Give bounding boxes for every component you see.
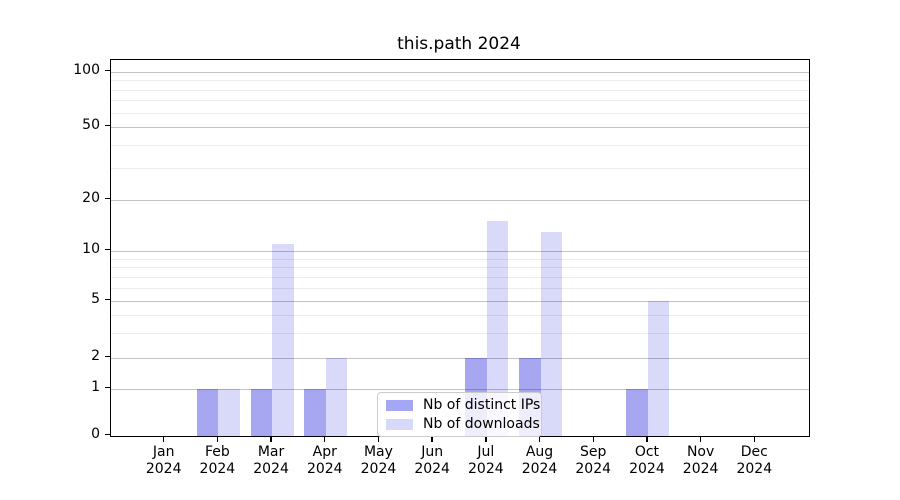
y-tick-mark: [105, 125, 110, 127]
x-tick-mark: [431, 437, 433, 442]
chart-title: this.path 2024: [397, 34, 521, 54]
y-tick-mark: [105, 299, 110, 301]
x-tick-mark: [646, 437, 648, 442]
bar-distinct-ips-oct: [626, 389, 648, 436]
y-axis-tick-label: 50: [82, 117, 100, 133]
y-tick-mark: [105, 70, 110, 72]
x-axis-month-label: May 2024: [360, 444, 397, 477]
minor-gridline: [111, 276, 809, 278]
plot-area: [110, 59, 810, 437]
x-tick-mark: [377, 437, 380, 442]
bar-distinct-ips-apr: [304, 389, 326, 436]
major-gridline: [111, 301, 809, 302]
minor-gridline: [111, 287, 809, 289]
x-tick-mark: [216, 437, 219, 442]
legend-label-distinct-ips: Nb of distinct IPs: [423, 397, 541, 413]
bar-downloads-feb: [218, 389, 240, 436]
y-axis-tick-label: 5: [91, 291, 100, 307]
x-tick-mark: [324, 437, 326, 442]
major-gridline: [111, 72, 809, 73]
x-axis-month-label: Feb 2024: [199, 444, 236, 477]
x-axis-month-label: Nov 2024: [682, 444, 719, 477]
minor-gridline: [111, 167, 809, 169]
x-axis-month-label: Sep 2024: [575, 444, 612, 477]
x-axis-month-label: Jun 2024: [414, 444, 450, 477]
bar-downloads-mar: [272, 243, 294, 436]
minor-gridline: [111, 100, 809, 102]
y-tick-mark: [105, 387, 110, 389]
bar-distinct-ips-feb: [196, 389, 219, 436]
major-gridline: [111, 127, 809, 128]
y-axis-tick-label: 20: [82, 190, 100, 206]
minor-gridline: [111, 332, 809, 334]
y-axis-tick-label: 1: [91, 379, 100, 395]
legend: Nb of distinct IPs Nb of downloads: [377, 392, 542, 437]
y-axis-tick-label: 0: [91, 426, 100, 442]
x-tick-mark: [485, 437, 487, 442]
y-axis-tick-label: 10: [82, 241, 100, 257]
x-axis-month-label: Jan 2024: [145, 444, 182, 477]
x-axis-month-label: Apr 2024: [306, 444, 343, 477]
x-tick-mark: [753, 437, 755, 442]
x-tick-mark: [538, 437, 541, 442]
minor-gridline: [111, 258, 809, 260]
minor-gridline: [111, 80, 809, 82]
bar-downloads-apr: [325, 358, 348, 436]
minor-gridline: [111, 89, 809, 91]
legend-swatch-downloads-icon: [386, 418, 413, 430]
major-gridline: [111, 389, 809, 390]
y-tick-mark: [105, 356, 110, 358]
legend-swatch-distinct-ips-icon: [386, 399, 413, 411]
x-axis-month-label: Mar 2024: [253, 444, 289, 477]
legend-label-downloads: Nb of downloads: [423, 416, 540, 432]
x-axis-month-label: Dec 2024: [736, 444, 773, 477]
x-tick-mark: [592, 437, 594, 442]
major-gridline: [111, 251, 809, 252]
minor-gridline: [111, 112, 809, 114]
x-axis-month-label: Oct 2024: [629, 444, 665, 477]
major-gridline: [111, 200, 809, 201]
bar-downloads-oct: [647, 301, 670, 436]
bar-distinct-ips-mar: [250, 389, 273, 436]
y-axis-tick-label: 2: [91, 348, 100, 364]
minor-gridline: [111, 144, 809, 146]
major-gridline: [111, 358, 809, 359]
y-tick-mark: [105, 249, 110, 251]
x-tick-mark: [270, 437, 272, 442]
legend-item-downloads: Nb of downloads: [386, 416, 540, 432]
bar-downloads-aug: [540, 231, 563, 436]
x-axis-month-label: Aug 2024: [521, 444, 558, 477]
legend-item-distinct-ips: Nb of distinct IPs: [386, 397, 540, 413]
y-tick-mark: [105, 198, 110, 200]
bar-downloads-jul: [486, 221, 509, 436]
minor-gridline: [111, 267, 809, 269]
y-tick-mark: [105, 434, 110, 436]
x-tick-mark: [162, 437, 165, 442]
x-axis-month-label: Jul 2024: [468, 444, 504, 477]
minor-gridline: [111, 314, 809, 316]
y-axis-tick-label: 100: [73, 62, 100, 78]
x-tick-mark: [699, 437, 702, 442]
